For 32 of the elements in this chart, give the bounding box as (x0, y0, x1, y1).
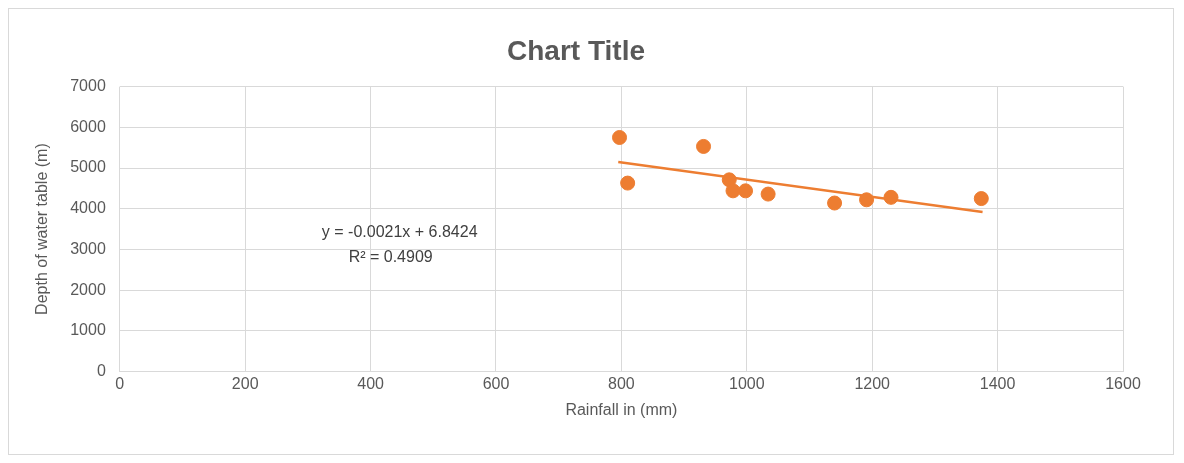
x-tick-label: 1400 (979, 374, 1016, 392)
annotation: R² = 0.4909 (348, 247, 433, 265)
point (620, 175, 636, 191)
y-tick-label: 2000 (70, 280, 106, 298)
x-tick-label: 200 (231, 374, 259, 392)
point (827, 195, 843, 211)
point (612, 129, 628, 145)
y-tick-label: 3000 (70, 239, 106, 257)
point (696, 138, 712, 154)
point (738, 183, 754, 199)
point (725, 183, 741, 199)
x-tick-label: 600 (482, 374, 510, 392)
point (973, 191, 989, 207)
annotation: y = -0.0021x + 6.8424 (321, 222, 478, 240)
y-axis-title: Depth of water table (m) (33, 143, 51, 315)
x-tick-label: 800 (608, 374, 635, 392)
y-tick-label: 6000 (70, 117, 106, 135)
x-tick-label: 1000 (729, 374, 765, 392)
x-axis-title: Rainfall in (mm) (565, 400, 678, 418)
x-tick-label: 1200 (854, 374, 891, 392)
chart-title: Chart Title (507, 34, 645, 66)
y-tick-label: 0 (96, 362, 106, 380)
y-tick-label: 5000 (70, 158, 106, 176)
y-tick-label: 1000 (70, 321, 106, 339)
point (883, 189, 899, 205)
point (859, 192, 875, 208)
y-tick-label: 7000 (70, 77, 106, 95)
x-tick-label: 400 (357, 374, 385, 392)
x-tick-label: 1600 (1105, 374, 1141, 392)
x-tick-label: 0 (115, 374, 125, 392)
y-tick-label: 4000 (70, 199, 106, 217)
point (760, 186, 776, 202)
